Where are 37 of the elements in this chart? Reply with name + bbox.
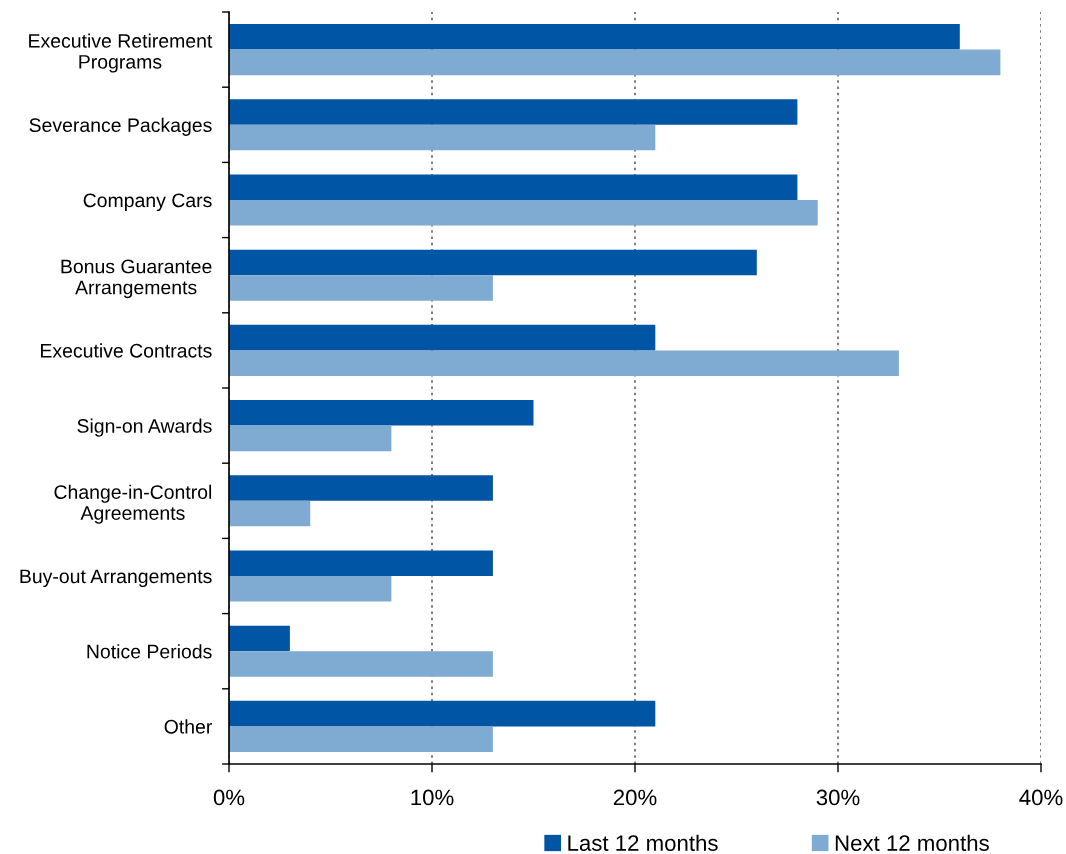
y-tick-label: Executive Contracts <box>41 343 212 358</box>
bar <box>229 425 392 452</box>
bar <box>229 651 493 677</box>
bar <box>229 550 493 576</box>
bar <box>229 275 493 301</box>
x-tick-label: 40% <box>1019 789 1063 806</box>
bar <box>229 625 290 652</box>
legend-label: Next 12 months <box>835 834 989 851</box>
y-tick-label: Executive Retirement Programs <box>29 33 213 73</box>
x-tick-label: 10% <box>411 789 454 806</box>
bar <box>229 350 899 376</box>
y-tick-label: Sign-on Awards <box>77 418 212 437</box>
bar <box>229 200 818 226</box>
bar <box>229 324 656 351</box>
bar <box>229 124 656 151</box>
y-tick-label: Company Cars <box>83 193 212 212</box>
bar <box>229 174 798 200</box>
bar <box>229 249 757 276</box>
y-tick-label: Buy-out Arrangements <box>20 569 212 588</box>
x-tick-label: 0% <box>213 789 245 806</box>
bar <box>229 475 493 501</box>
bar <box>229 576 392 602</box>
legend-label: Last 12 months <box>568 834 718 851</box>
x-tick-label: 30% <box>816 789 860 806</box>
bar <box>229 24 960 50</box>
y-tick-label: Notice Periods <box>87 644 212 659</box>
y-tick-label: Bonus Guarantee Arrangements <box>61 259 212 299</box>
bar <box>229 49 1001 76</box>
x-tick-label: 20% <box>613 789 657 806</box>
y-tick-label: Severance Packages <box>29 117 212 136</box>
y-tick-label: Other <box>164 719 213 734</box>
bar <box>229 500 311 527</box>
y-tick-label: Change-in-Control Agreements <box>54 484 212 524</box>
bar <box>229 700 656 727</box>
bar <box>229 99 798 125</box>
bar <box>229 726 493 752</box>
bar <box>229 400 534 426</box>
